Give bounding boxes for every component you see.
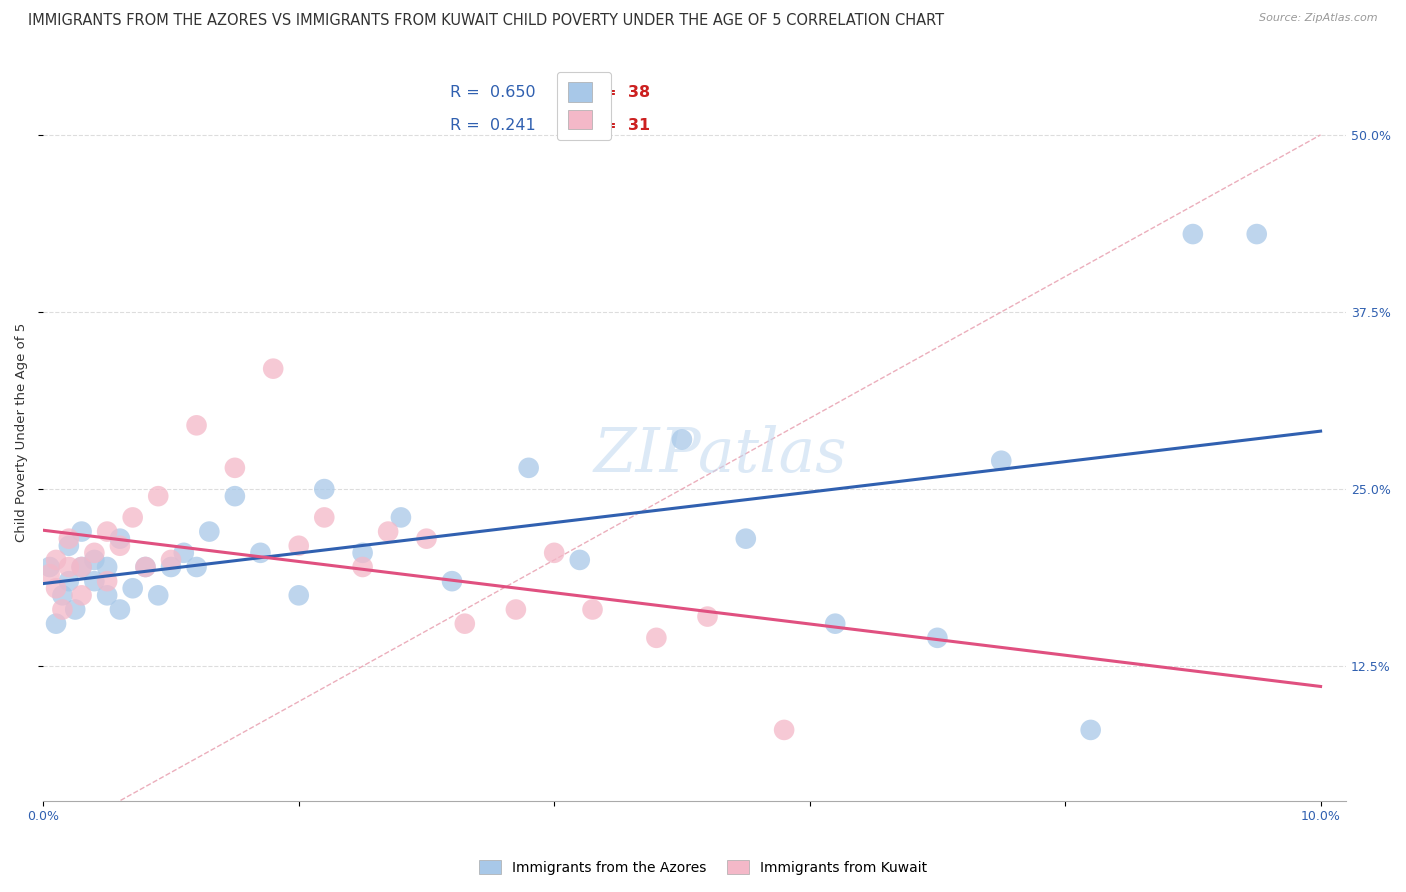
Point [352, 560, 374, 574]
Point [134, 560, 156, 574]
Point [148, 588, 170, 602]
Point [83, 574, 105, 589]
Point [1181, 227, 1204, 241]
Point [108, 602, 131, 616]
Point [262, 361, 284, 376]
Text: Source: ZipAtlas.com: Source: ZipAtlas.com [1260, 13, 1378, 23]
Point [543, 546, 565, 560]
Legend: Immigrants from the Azores, Immigrants from Kuwait: Immigrants from the Azores, Immigrants f… [472, 855, 934, 880]
Point [45, 553, 67, 567]
Point [108, 532, 131, 546]
Point [121, 581, 143, 595]
Point [352, 546, 374, 560]
Point [990, 454, 1012, 468]
Point [63, 602, 86, 616]
Point [389, 510, 412, 524]
Point [173, 546, 195, 560]
Point [38, 567, 60, 582]
Point [58, 539, 80, 553]
Point [58, 574, 80, 589]
Point [70, 588, 93, 602]
Point [581, 602, 603, 616]
Point [927, 631, 949, 645]
Point [824, 616, 846, 631]
Point [70, 560, 93, 574]
Point [224, 489, 246, 503]
Point [517, 460, 540, 475]
Text: N =  31: N = 31 [583, 119, 650, 134]
Point [415, 532, 437, 546]
Point [108, 539, 131, 553]
Point [671, 433, 693, 447]
Y-axis label: Child Poverty Under the Age of 5: Child Poverty Under the Age of 5 [15, 323, 28, 542]
Point [1080, 723, 1102, 737]
Point [96, 588, 118, 602]
Text: IMMIGRANTS FROM THE AZORES VS IMMIGRANTS FROM KUWAIT CHILD POVERTY UNDER THE AGE: IMMIGRANTS FROM THE AZORES VS IMMIGRANTS… [28, 13, 945, 29]
Point [454, 616, 477, 631]
Point [186, 560, 208, 574]
Point [734, 532, 756, 546]
Point [45, 581, 67, 595]
Legend: , : , [557, 71, 610, 140]
Point [38, 560, 60, 574]
Point [160, 553, 183, 567]
Point [134, 560, 156, 574]
Point [505, 602, 527, 616]
Point [186, 418, 208, 433]
Text: N =  38: N = 38 [583, 86, 650, 100]
Point [83, 546, 105, 560]
Point [287, 588, 309, 602]
Point [58, 532, 80, 546]
Point [96, 574, 118, 589]
Text: R =  0.241: R = 0.241 [450, 119, 536, 134]
Point [121, 510, 143, 524]
Point [96, 560, 118, 574]
Point [377, 524, 399, 539]
Point [287, 539, 309, 553]
Point [696, 609, 718, 624]
Point [440, 574, 463, 589]
Point [70, 524, 93, 539]
Point [645, 631, 668, 645]
Point [83, 553, 105, 567]
Point [1246, 227, 1268, 241]
Point [773, 723, 796, 737]
Point [51, 588, 73, 602]
Text: R =  0.650: R = 0.650 [450, 86, 536, 100]
Point [314, 482, 336, 496]
Point [96, 524, 118, 539]
Point [148, 489, 170, 503]
Text: ZIPatlas: ZIPatlas [593, 425, 848, 484]
Point [224, 460, 246, 475]
Point [58, 560, 80, 574]
Point [198, 524, 221, 539]
Point [314, 510, 336, 524]
Point [568, 553, 591, 567]
Point [160, 560, 183, 574]
Point [249, 546, 271, 560]
Point [45, 616, 67, 631]
Point [70, 560, 93, 574]
Point [51, 602, 73, 616]
